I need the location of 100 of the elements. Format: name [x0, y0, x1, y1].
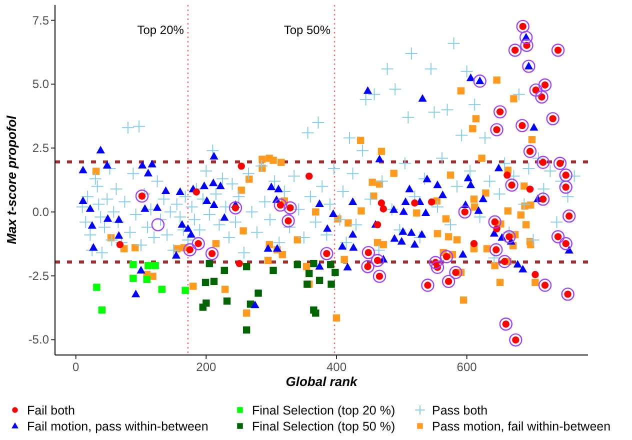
point	[205, 246, 219, 260]
point	[192, 237, 205, 250]
x-tick-label: 0	[72, 360, 80, 374]
point	[254, 290, 262, 297]
point	[158, 286, 166, 293]
point	[328, 280, 335, 288]
point	[316, 276, 324, 284]
y-tick-label: -5.0	[28, 332, 50, 347]
point	[228, 201, 242, 214]
point	[152, 262, 159, 270]
point	[493, 105, 507, 118]
point	[553, 156, 567, 170]
x-tick-label: 400	[326, 360, 347, 374]
point	[490, 123, 504, 136]
point	[520, 38, 534, 52]
legend-label: Fail motion, pass within-between	[27, 420, 208, 434]
point	[143, 276, 150, 283]
y-tick-label: 7.5	[32, 13, 50, 28]
point	[559, 237, 572, 250]
point	[473, 74, 486, 88]
point	[458, 205, 472, 219]
point	[562, 209, 576, 223]
point	[498, 254, 512, 268]
point	[144, 262, 152, 270]
point	[516, 118, 529, 132]
point	[536, 156, 550, 169]
point	[505, 178, 518, 192]
point	[130, 274, 137, 282]
point	[372, 270, 386, 283]
point	[538, 278, 552, 292]
point	[561, 288, 574, 301]
point	[490, 243, 503, 256]
point	[428, 256, 442, 270]
point	[327, 260, 334, 268]
point	[421, 278, 434, 292]
point	[509, 333, 522, 347]
point	[361, 260, 374, 274]
point	[312, 310, 320, 317]
point	[520, 30, 533, 44]
point	[370, 254, 384, 268]
point	[559, 168, 572, 182]
y-axis-title: Max t-score propofol	[4, 115, 19, 244]
legend-label: Final Selection (top 50 %)	[252, 420, 396, 434]
point	[440, 250, 454, 264]
point	[202, 278, 210, 286]
point	[282, 214, 295, 228]
legend-label: Final Selection (top 20 %)	[252, 404, 396, 418]
x-axis-title: Global rank	[286, 374, 358, 389]
point	[270, 266, 277, 274]
x-tick-label: 600	[456, 360, 478, 374]
point	[551, 44, 565, 57]
point	[516, 20, 530, 34]
ref-line-label: Top 20%	[137, 23, 184, 37]
point	[502, 230, 516, 244]
point	[206, 260, 214, 268]
y-tick-label: 2.5	[32, 141, 50, 156]
point	[523, 144, 537, 158]
legend-label: Pass both	[432, 404, 488, 418]
point	[242, 263, 250, 270]
point	[551, 230, 565, 244]
y-tick-label: 5.0	[32, 77, 50, 92]
x-tick-label: 200	[196, 360, 216, 374]
point	[536, 192, 550, 206]
point	[284, 201, 297, 214]
point	[151, 218, 165, 232]
point	[210, 278, 218, 286]
point	[310, 260, 318, 268]
point	[220, 266, 228, 274]
point	[499, 317, 512, 331]
point	[362, 246, 376, 260]
point	[306, 270, 313, 278]
point	[442, 274, 456, 288]
point	[559, 180, 572, 194]
point	[529, 83, 542, 97]
point	[538, 78, 552, 92]
point	[522, 60, 536, 73]
point	[199, 304, 207, 311]
point	[183, 243, 196, 256]
point	[430, 260, 444, 274]
point	[130, 260, 137, 268]
point	[320, 246, 334, 260]
point	[332, 268, 339, 276]
point	[294, 260, 301, 268]
point	[223, 297, 231, 305]
legend-label: Fail both	[27, 404, 75, 418]
ref-line-label: Top 50%	[284, 23, 331, 37]
point	[98, 306, 106, 314]
point	[508, 44, 522, 57]
point	[274, 198, 288, 212]
y-tick-label: 0.0	[32, 204, 50, 219]
point	[135, 189, 149, 203]
legend-label: Pass motion, fail within-between	[432, 420, 611, 434]
point	[242, 326, 250, 334]
point	[182, 286, 189, 294]
point	[93, 284, 100, 291]
point	[449, 266, 462, 280]
point	[488, 215, 502, 228]
y-tick-label: -2.5	[28, 268, 50, 283]
point	[535, 90, 548, 104]
point	[546, 112, 560, 126]
